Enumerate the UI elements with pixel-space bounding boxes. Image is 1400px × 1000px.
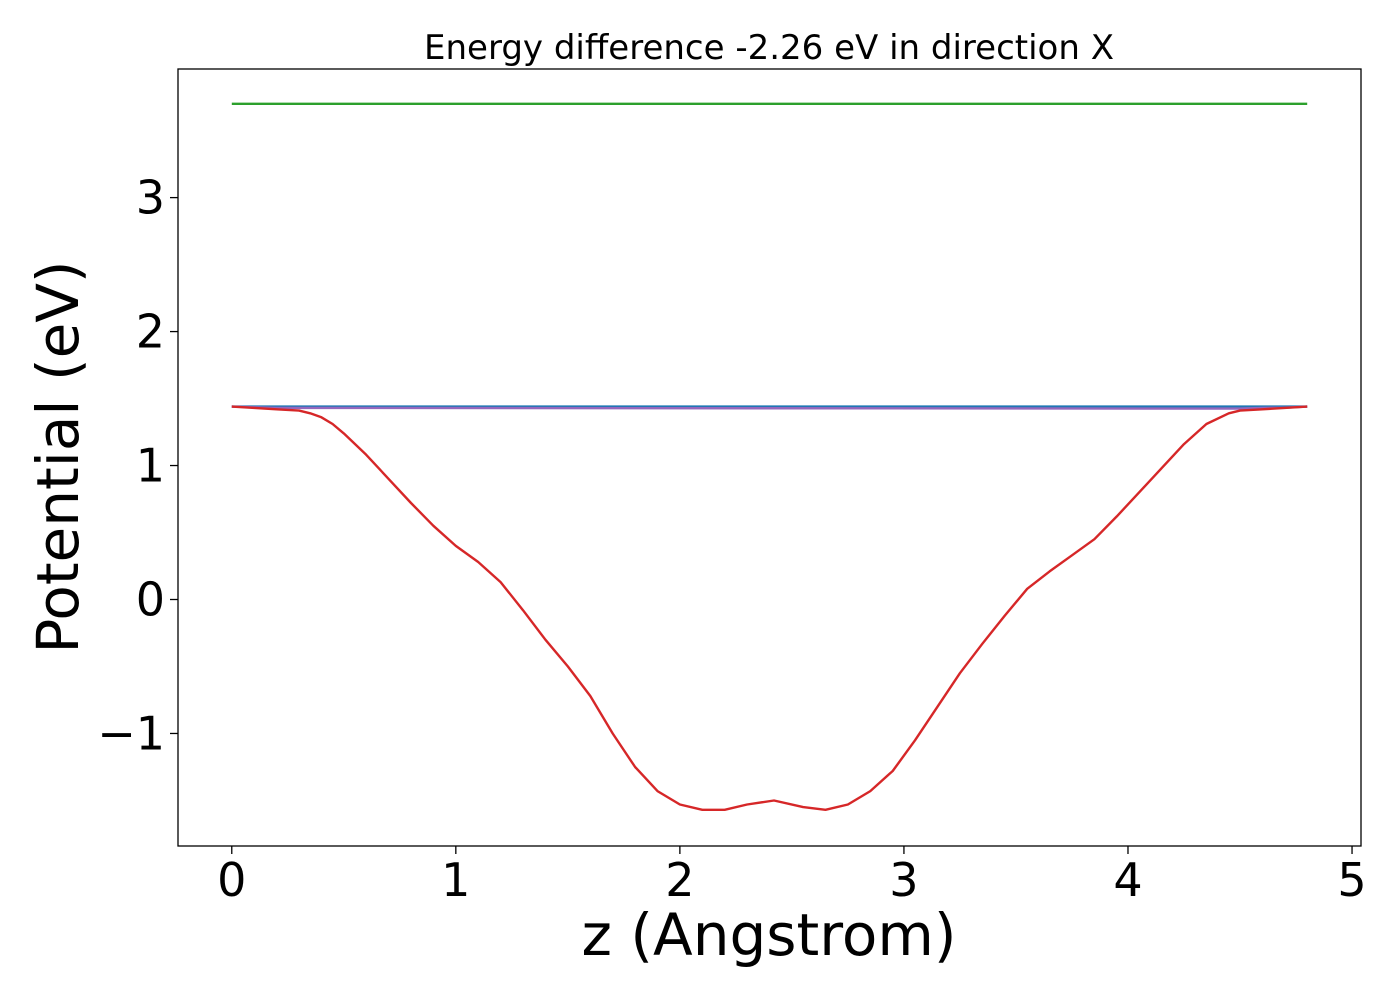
- x-axis-label: z (Angstrom): [582, 901, 957, 969]
- y-tick-label-2: 1: [136, 439, 165, 493]
- y-tick-label-3: 2: [136, 305, 165, 359]
- y-axis-label: Potential (eV): [24, 260, 92, 653]
- y-tick-label-4: 3: [136, 171, 165, 225]
- x-tick-label-3: 3: [889, 853, 918, 907]
- x-tick-label-4: 4: [1113, 853, 1142, 907]
- chart-title: Energy difference -2.26 eV in direction …: [424, 28, 1114, 68]
- y-tick-label-0: −1: [97, 706, 165, 760]
- plot-frame: [177, 68, 1362, 847]
- series-line-3: [231, 405, 1308, 811]
- plot-area: 0 1 2 3 4 5 −1 0 1 2 3: [97, 68, 1367, 907]
- x-tick-label-0: 0: [217, 853, 246, 907]
- x-tick-label-5: 5: [1337, 853, 1366, 907]
- x-tick-label-1: 1: [441, 853, 470, 907]
- y-tick-label-1: 0: [136, 573, 165, 627]
- x-tick-label-2: 2: [665, 853, 694, 907]
